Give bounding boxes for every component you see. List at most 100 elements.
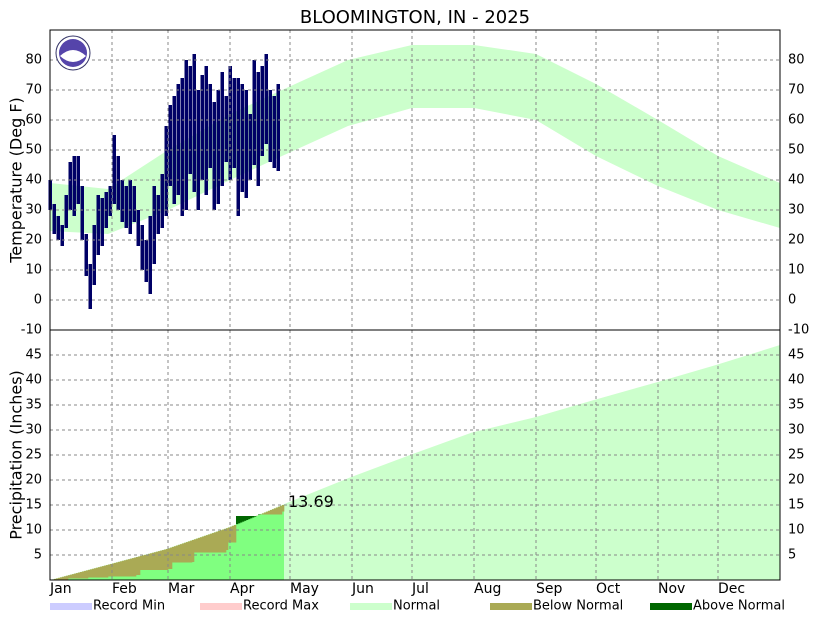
y-tick-label: 15 (788, 498, 805, 513)
below-normal (200, 537, 203, 553)
observed-area (50, 511, 284, 580)
below-normal (92, 568, 95, 578)
y-tick-label: 50 (788, 143, 805, 158)
y-tick-label: 25 (788, 448, 805, 463)
y-tick-label: 0 (788, 293, 796, 308)
below-normal (114, 562, 117, 577)
below-normal (266, 511, 269, 515)
temperature-bar (132, 186, 136, 222)
below-normal (274, 508, 277, 515)
temperature-bar (216, 90, 220, 204)
legend-label: Record Max (243, 599, 319, 614)
temperature-bar (244, 90, 248, 198)
y-tick-label: 20 (25, 473, 42, 488)
below-normal (208, 534, 211, 553)
temperature-bar (128, 180, 132, 234)
normal-area (50, 345, 780, 580)
below-normal (272, 509, 275, 515)
below-normal (192, 539, 195, 562)
above-normal (236, 516, 239, 525)
below-normal (70, 574, 73, 579)
below-normal (226, 528, 229, 550)
temperature-bar (268, 90, 272, 162)
below-normal (216, 531, 219, 553)
below-normal (186, 542, 189, 563)
y-tick-label: 40 (788, 173, 805, 188)
below-normal (206, 535, 209, 553)
temperature-bar (120, 180, 124, 222)
y-tick-label: 25 (25, 448, 42, 463)
y-tick-label: 20 (788, 233, 805, 248)
below-normal (184, 542, 187, 563)
below-normal (154, 552, 157, 570)
temperature-bar (204, 66, 208, 195)
below-normal (280, 505, 283, 515)
temperature-bar (264, 54, 268, 144)
temperature-bar (64, 195, 68, 228)
temperature-bar (96, 195, 100, 255)
below-normal (166, 549, 169, 570)
legend-label: Normal (393, 599, 440, 614)
below-normal (214, 532, 217, 553)
below-normal (58, 577, 61, 580)
y-tick-label: 80 (25, 53, 42, 68)
below-normal (88, 569, 91, 578)
temperature-bar (56, 216, 60, 240)
y-tick-label: 20 (788, 473, 805, 488)
y-tick-label: 10 (25, 263, 42, 278)
x-tick-label: Sep (536, 581, 563, 597)
temperature-bar (76, 156, 80, 204)
temperature-bar (160, 174, 164, 228)
below-normal (56, 578, 59, 580)
temperature-bar (152, 186, 156, 264)
below-normal (82, 571, 85, 579)
x-tick-label: Aug (474, 581, 501, 597)
temperature-bar (240, 84, 244, 192)
y-tick-label: 0 (34, 293, 42, 308)
above-normal (252, 516, 255, 518)
below-normal (136, 557, 139, 575)
temperature-bar (100, 198, 104, 246)
below-normal (162, 550, 165, 570)
temperature-bar (116, 156, 120, 210)
y-tick-label: 35 (25, 398, 42, 413)
y-tick-label: 20 (25, 233, 42, 248)
below-normal (234, 525, 237, 543)
below-normal (230, 526, 233, 543)
below-normal (106, 565, 109, 578)
above-normal (250, 516, 253, 519)
temperature-bar (212, 102, 216, 210)
below-normal (228, 527, 231, 543)
below-normal (96, 567, 99, 578)
below-normal (138, 556, 141, 575)
below-normal (262, 513, 265, 515)
temperature-bar (220, 72, 224, 186)
below-normal (112, 563, 115, 577)
below-normal (188, 541, 191, 563)
y-tick-label: 45 (25, 348, 42, 363)
below-normal (62, 576, 65, 580)
x-tick-label: May (290, 581, 319, 597)
below-normal (172, 546, 175, 563)
y-tick-label: 45 (788, 348, 805, 363)
below-normal (270, 510, 273, 515)
below-normal (178, 544, 181, 563)
y-axis-title: Temperature (Deg F) (7, 97, 26, 264)
below-normal (180, 544, 183, 563)
temperature-bar (172, 96, 176, 204)
below-normal (98, 567, 101, 578)
temperature-bar (236, 78, 240, 216)
legend-swatch (650, 603, 692, 610)
temperature-bar (196, 90, 200, 210)
legend-swatch (200, 603, 242, 610)
plot-frame (49, 29, 781, 581)
temperature-bar (92, 225, 96, 285)
y-tick-label: 5 (788, 548, 796, 563)
y-tick-label: 50 (25, 143, 42, 158)
x-tick-label: Oct (596, 581, 621, 597)
below-normal (264, 512, 267, 515)
below-normal (132, 558, 135, 577)
below-normal (278, 506, 281, 515)
below-normal (126, 559, 129, 577)
